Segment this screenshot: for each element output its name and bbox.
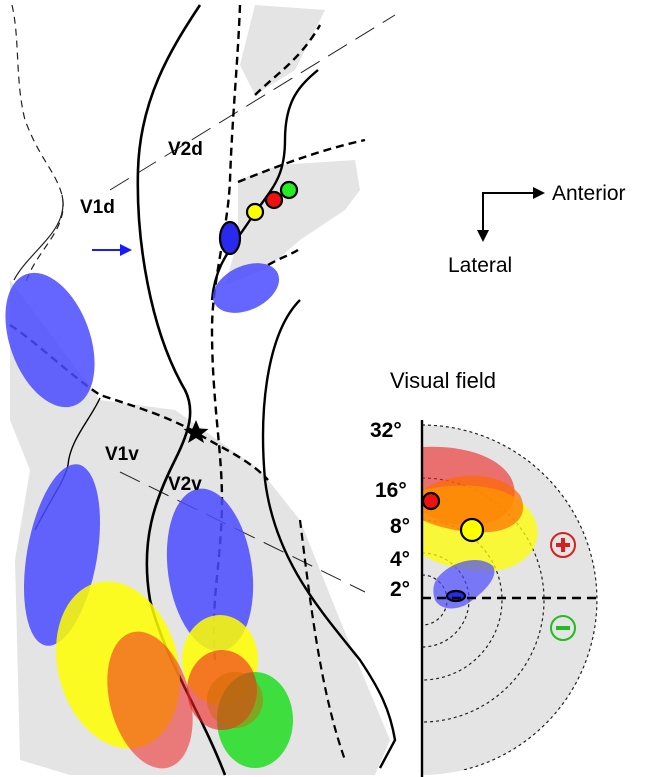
vf-ring-32 bbox=[422, 424, 598, 770]
cortex-map: V1d V2d V1v V2v bbox=[5, 4, 397, 776]
vf-label-2: 2° bbox=[390, 578, 410, 601]
vf-title: Visual field bbox=[390, 368, 496, 393]
vf-marker-red bbox=[421, 491, 441, 511]
v3-solid-curve-short bbox=[267, 248, 299, 267]
red-blob-v2v bbox=[187, 650, 257, 730]
vf-marker-blue bbox=[445, 589, 467, 603]
v2-v3-border-dashed bbox=[210, 4, 242, 661]
vf-minus-sign bbox=[550, 615, 576, 641]
guide-line-upper bbox=[109, 14, 396, 191]
vf-plus-sign bbox=[550, 532, 576, 558]
v3-solid-curve bbox=[210, 69, 319, 301]
label-lateral: Lateral bbox=[448, 254, 512, 277]
blue-blob-v1d bbox=[5, 272, 95, 408]
label-v2d: V2d bbox=[168, 139, 203, 160]
vf-label-4: 4° bbox=[390, 548, 410, 571]
label-v1d: V1d bbox=[80, 197, 115, 218]
marker-green bbox=[279, 180, 299, 200]
vf-ring-16 bbox=[422, 477, 545, 723]
v1d-outer-boundary bbox=[11, 4, 64, 286]
label-anterior: Anterior bbox=[552, 182, 626, 205]
gray-region-upper bbox=[240, 5, 325, 95]
v1d-outer-boundary-solid bbox=[13, 194, 64, 281]
label-v1v: V1v bbox=[105, 444, 139, 465]
vf-ring-2 bbox=[422, 574, 448, 626]
orange-blob-v2v bbox=[207, 672, 263, 728]
orientation-compass: Anterior Lateral bbox=[448, 182, 626, 277]
blue-arrow bbox=[92, 244, 132, 256]
vf-label-8: 8° bbox=[390, 515, 410, 538]
vf-marker-yellow bbox=[459, 517, 485, 543]
gray-region-middle bbox=[225, 160, 360, 285]
vf-label-16: 16° bbox=[375, 479, 407, 502]
blue-blob-v2v bbox=[166, 488, 254, 652]
v3-upper-dashed bbox=[254, 24, 322, 96]
red-blob-v1v bbox=[107, 631, 193, 769]
vf-orange-region bbox=[422, 475, 524, 533]
v3-mid-dashed bbox=[237, 138, 366, 184]
marker-blue bbox=[218, 220, 242, 256]
marker-red bbox=[264, 190, 284, 210]
label-v2v: V2v bbox=[168, 474, 202, 495]
vf-label-32: 32° bbox=[370, 419, 402, 442]
marker-yellow bbox=[245, 202, 265, 222]
star-marker bbox=[183, 420, 209, 443]
blue-blob-v2d bbox=[212, 263, 280, 313]
v2v-dashed-lower bbox=[298, 519, 347, 761]
right-outer-boundary bbox=[261, 299, 397, 769]
visual-field-plot: + − Visual field 32° 16° 8° 4° 2° bbox=[370, 368, 600, 777]
